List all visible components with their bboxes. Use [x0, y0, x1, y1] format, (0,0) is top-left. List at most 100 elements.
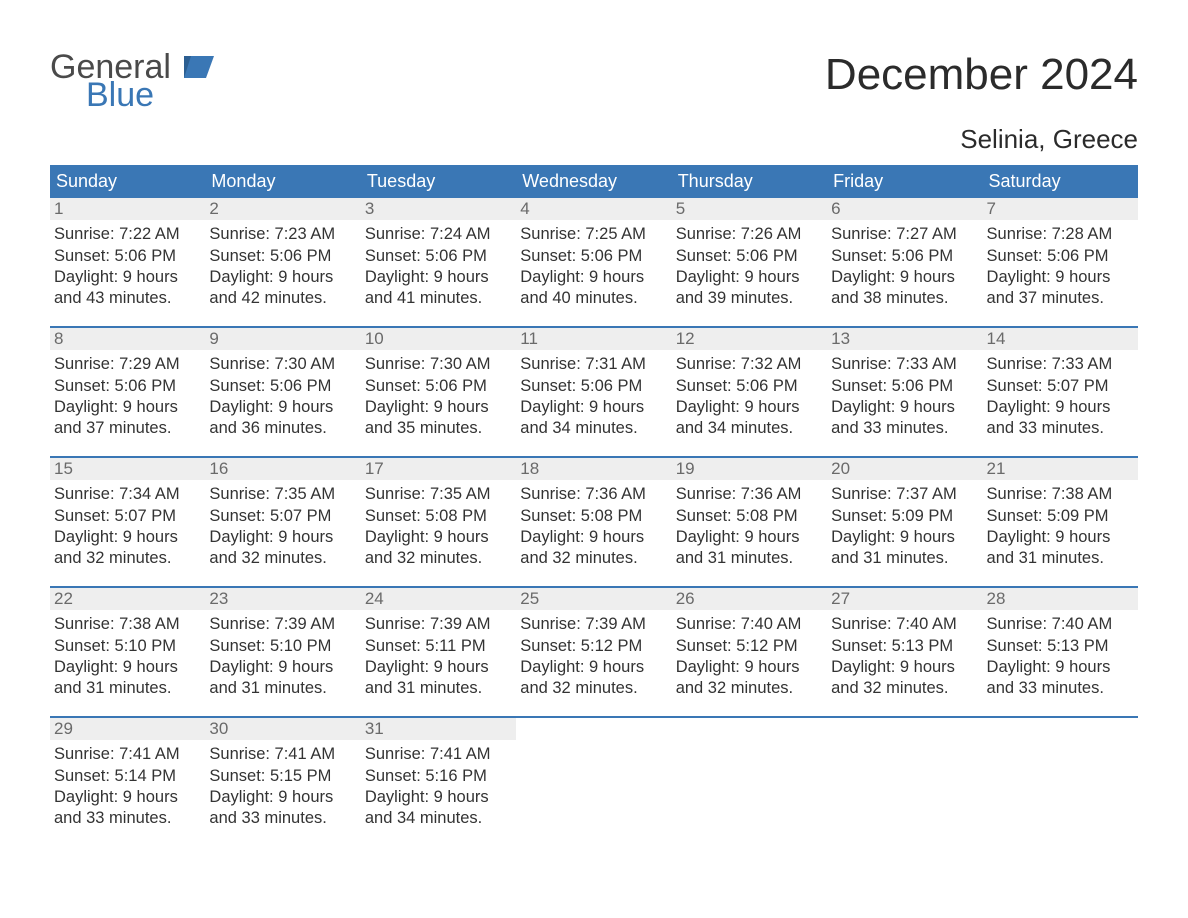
- daylight-line1: Daylight: 9 hours: [987, 657, 1134, 678]
- day-cell: 23Sunrise: 7:39 AMSunset: 5:10 PMDayligh…: [205, 588, 360, 716]
- day-number: 3: [361, 198, 516, 220]
- daylight-line2: and 40 minutes.: [520, 288, 667, 309]
- daylight-line1: Daylight: 9 hours: [209, 787, 356, 808]
- day-number: 12: [672, 328, 827, 350]
- day-cell: 16Sunrise: 7:35 AMSunset: 5:07 PMDayligh…: [205, 458, 360, 586]
- day-cell: 10Sunrise: 7:30 AMSunset: 5:06 PMDayligh…: [361, 328, 516, 456]
- day-cell: 13Sunrise: 7:33 AMSunset: 5:06 PMDayligh…: [827, 328, 982, 456]
- daylight-line1: Daylight: 9 hours: [209, 527, 356, 548]
- day-cell: 3Sunrise: 7:24 AMSunset: 5:06 PMDaylight…: [361, 198, 516, 326]
- sunset-line: Sunset: 5:06 PM: [365, 246, 512, 267]
- header: General Blue December 2024: [50, 50, 1138, 112]
- day-number: 19: [672, 458, 827, 480]
- calendar-week: 15Sunrise: 7:34 AMSunset: 5:07 PMDayligh…: [50, 456, 1138, 586]
- sunrise-line: Sunrise: 7:36 AM: [520, 484, 667, 505]
- daylight-line2: and 32 minutes.: [209, 548, 356, 569]
- daylight-line1: Daylight: 9 hours: [987, 267, 1134, 288]
- daylight-line2: and 37 minutes.: [54, 418, 201, 439]
- daylight-line2: and 33 minutes.: [987, 418, 1134, 439]
- day-content: Sunrise: 7:32 AMSunset: 5:06 PMDaylight:…: [672, 350, 827, 438]
- sunset-line: Sunset: 5:06 PM: [987, 246, 1134, 267]
- daylight-line2: and 32 minutes.: [676, 678, 823, 699]
- daylight-line1: Daylight: 9 hours: [987, 397, 1134, 418]
- day-number: 21: [983, 458, 1138, 480]
- day-content: Sunrise: 7:24 AMSunset: 5:06 PMDaylight:…: [361, 220, 516, 308]
- day-number: 10: [361, 328, 516, 350]
- day-cell: 14Sunrise: 7:33 AMSunset: 5:07 PMDayligh…: [983, 328, 1138, 456]
- day-content: Sunrise: 7:36 AMSunset: 5:08 PMDaylight:…: [516, 480, 671, 568]
- sunrise-line: Sunrise: 7:23 AM: [209, 224, 356, 245]
- daylight-line2: and 38 minutes.: [831, 288, 978, 309]
- daylight-line2: and 32 minutes.: [365, 548, 512, 569]
- daylight-line1: Daylight: 9 hours: [209, 397, 356, 418]
- day-number: 15: [50, 458, 205, 480]
- daylight-line1: Daylight: 9 hours: [676, 267, 823, 288]
- day-number: 6: [827, 198, 982, 220]
- daylight-line2: and 39 minutes.: [676, 288, 823, 309]
- daylight-line2: and 34 minutes.: [365, 808, 512, 829]
- daylight-line1: Daylight: 9 hours: [831, 527, 978, 548]
- sunset-line: Sunset: 5:06 PM: [520, 376, 667, 397]
- calendar-week: 29Sunrise: 7:41 AMSunset: 5:14 PMDayligh…: [50, 716, 1138, 846]
- day-cell: 7Sunrise: 7:28 AMSunset: 5:06 PMDaylight…: [983, 198, 1138, 326]
- sunrise-line: Sunrise: 7:39 AM: [520, 614, 667, 635]
- day-cell: 17Sunrise: 7:35 AMSunset: 5:08 PMDayligh…: [361, 458, 516, 586]
- sunrise-line: Sunrise: 7:37 AM: [831, 484, 978, 505]
- day-content: Sunrise: 7:41 AMSunset: 5:14 PMDaylight:…: [50, 740, 205, 828]
- day-content: Sunrise: 7:38 AMSunset: 5:09 PMDaylight:…: [983, 480, 1138, 568]
- day-content: Sunrise: 7:31 AMSunset: 5:06 PMDaylight:…: [516, 350, 671, 438]
- sunset-line: Sunset: 5:07 PM: [54, 506, 201, 527]
- day-content: Sunrise: 7:29 AMSunset: 5:06 PMDaylight:…: [50, 350, 205, 438]
- sunrise-line: Sunrise: 7:33 AM: [831, 354, 978, 375]
- sunrise-line: Sunrise: 7:41 AM: [54, 744, 201, 765]
- day-cell: 21Sunrise: 7:38 AMSunset: 5:09 PMDayligh…: [983, 458, 1138, 586]
- daylight-line1: Daylight: 9 hours: [54, 267, 201, 288]
- day-number: 5: [672, 198, 827, 220]
- sunset-line: Sunset: 5:08 PM: [520, 506, 667, 527]
- day-cell: 28Sunrise: 7:40 AMSunset: 5:13 PMDayligh…: [983, 588, 1138, 716]
- day-number: 27: [827, 588, 982, 610]
- day-number: 7: [983, 198, 1138, 220]
- day-cell: 24Sunrise: 7:39 AMSunset: 5:11 PMDayligh…: [361, 588, 516, 716]
- day-cell: 6Sunrise: 7:27 AMSunset: 5:06 PMDaylight…: [827, 198, 982, 326]
- daylight-line1: Daylight: 9 hours: [831, 397, 978, 418]
- sunrise-line: Sunrise: 7:36 AM: [676, 484, 823, 505]
- daylight-line1: Daylight: 9 hours: [520, 657, 667, 678]
- day-cell: 22Sunrise: 7:38 AMSunset: 5:10 PMDayligh…: [50, 588, 205, 716]
- day-cell: 25Sunrise: 7:39 AMSunset: 5:12 PMDayligh…: [516, 588, 671, 716]
- calendar: SundayMondayTuesdayWednesdayThursdayFrid…: [50, 165, 1138, 846]
- day-cell: .: [983, 718, 1138, 846]
- day-cell: 27Sunrise: 7:40 AMSunset: 5:13 PMDayligh…: [827, 588, 982, 716]
- day-number: 28: [983, 588, 1138, 610]
- daylight-line1: Daylight: 9 hours: [987, 527, 1134, 548]
- flag-icon: [184, 50, 214, 84]
- daylight-line2: and 31 minutes.: [987, 548, 1134, 569]
- day-cell: 18Sunrise: 7:36 AMSunset: 5:08 PMDayligh…: [516, 458, 671, 586]
- daylight-line2: and 31 minutes.: [209, 678, 356, 699]
- sunrise-line: Sunrise: 7:26 AM: [676, 224, 823, 245]
- day-header: Friday: [827, 165, 982, 198]
- daylight-line2: and 32 minutes.: [520, 548, 667, 569]
- daylight-line1: Daylight: 9 hours: [520, 397, 667, 418]
- day-cell: 31Sunrise: 7:41 AMSunset: 5:16 PMDayligh…: [361, 718, 516, 846]
- day-content: Sunrise: 7:35 AMSunset: 5:08 PMDaylight:…: [361, 480, 516, 568]
- day-content: Sunrise: 7:39 AMSunset: 5:12 PMDaylight:…: [516, 610, 671, 698]
- daylight-line1: Daylight: 9 hours: [209, 657, 356, 678]
- daylight-line1: Daylight: 9 hours: [676, 657, 823, 678]
- day-content: Sunrise: 7:30 AMSunset: 5:06 PMDaylight:…: [361, 350, 516, 438]
- daylight-line1: Daylight: 9 hours: [831, 657, 978, 678]
- day-header: Wednesday: [516, 165, 671, 198]
- day-content: Sunrise: 7:22 AMSunset: 5:06 PMDaylight:…: [50, 220, 205, 308]
- day-number: 22: [50, 588, 205, 610]
- day-cell: 12Sunrise: 7:32 AMSunset: 5:06 PMDayligh…: [672, 328, 827, 456]
- day-header: Monday: [205, 165, 360, 198]
- sunset-line: Sunset: 5:15 PM: [209, 766, 356, 787]
- sunset-line: Sunset: 5:08 PM: [365, 506, 512, 527]
- sunset-line: Sunset: 5:06 PM: [54, 376, 201, 397]
- daylight-line1: Daylight: 9 hours: [365, 267, 512, 288]
- day-number: 18: [516, 458, 671, 480]
- day-content: Sunrise: 7:33 AMSunset: 5:07 PMDaylight:…: [983, 350, 1138, 438]
- day-number: 24: [361, 588, 516, 610]
- daylight-line2: and 31 minutes.: [676, 548, 823, 569]
- daylight-line1: Daylight: 9 hours: [54, 787, 201, 808]
